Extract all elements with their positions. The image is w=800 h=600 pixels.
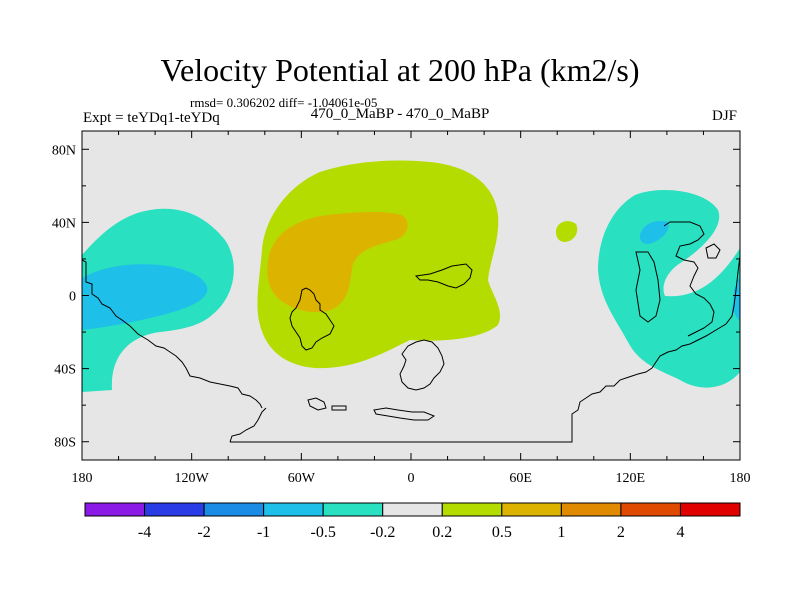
contour-neg-east xyxy=(598,190,740,388)
coastline-africa-south xyxy=(399,339,445,391)
y-tick-label-1: 40N xyxy=(52,216,76,231)
x-tick-label-5: 120E xyxy=(616,471,646,486)
colorbar-swatch-2 xyxy=(203,502,265,517)
x-tick-label-0: 180 xyxy=(72,471,93,486)
coastline-island-1 xyxy=(307,397,327,411)
colorbar-label-0: -4 xyxy=(138,524,151,541)
contour-pos-core xyxy=(267,212,408,313)
coastline-east-isle xyxy=(705,243,721,259)
colorbar-swatch-8 xyxy=(560,502,622,517)
colorbar-label-4: -0.2 xyxy=(370,524,395,541)
colorbar-swatch-4 xyxy=(322,502,384,517)
colorbar-label-2: -1 xyxy=(257,524,270,541)
colorbar: -4 -2 -1 -0.5 -0.2 0.2 0.5 1 2 4 xyxy=(84,502,741,541)
coastline-africa-north xyxy=(414,263,473,289)
colorbar-swatch-1 xyxy=(144,502,205,517)
x-tick-label-3: 0 xyxy=(408,471,415,486)
coastlines xyxy=(82,221,740,443)
y-tick-label-4: 80S xyxy=(54,436,76,451)
colorbar-label-9: 4 xyxy=(676,524,684,541)
x-tick-label-6: 180 xyxy=(730,471,751,486)
coastline-island-3 xyxy=(373,407,436,421)
colorbar-label-6: 0.5 xyxy=(492,524,512,541)
x-tick-label-1: 120W xyxy=(175,471,210,486)
y-tick-label-2: 0 xyxy=(69,290,76,305)
colorbar-label-8: 2 xyxy=(617,524,625,541)
axes: 180 120W 60W 0 60E 120E 180 80N 40N 0 40S 80S xyxy=(52,131,751,486)
stats-label: rmsd= 0.306202 diff= -1.04061e-05 xyxy=(190,95,378,110)
run-label: 470_0_MaBP - 470_0_MaBP xyxy=(310,106,490,122)
coastline-east-land xyxy=(635,251,661,323)
contour-pos-small xyxy=(556,221,578,242)
contour-neg-west-core xyxy=(82,264,208,330)
x-tick-label-4: 60E xyxy=(509,471,532,486)
colorbar-swatch-9 xyxy=(620,502,681,517)
contour-neg-east-edge-core xyxy=(732,275,740,322)
x-tick-label-2: 60W xyxy=(288,471,316,486)
coastline-southamerica xyxy=(289,287,335,351)
y-tick-label-0: 80N xyxy=(52,143,76,158)
experiment-label: Expt = teYDq1-teYDq xyxy=(83,110,220,126)
chart-title: Velocity Potential at 200 hPa (km2/s) xyxy=(160,52,640,88)
colorbar-label-1: -2 xyxy=(197,524,210,541)
contour-fills xyxy=(82,160,740,392)
coastline-island-2 xyxy=(331,405,347,411)
y-tick-label-3: 40S xyxy=(54,363,76,378)
coastline-southern xyxy=(229,407,267,443)
colorbar-swatch-5 xyxy=(382,502,443,517)
colorbar-swatch-10 xyxy=(679,502,741,517)
colorbar-swatch-0 xyxy=(84,502,146,517)
colorbar-label-7: 1 xyxy=(557,524,565,541)
colorbar-swatch-7 xyxy=(501,502,562,517)
contour-neg-east-core xyxy=(639,220,669,244)
colorbar-label-5: 0.2 xyxy=(432,524,452,541)
coastline-west xyxy=(82,259,263,409)
colorbar-swatch-3 xyxy=(263,502,324,517)
contour-pos-main xyxy=(257,160,501,369)
coastline-east-coast xyxy=(663,221,715,337)
season-label: DJF xyxy=(712,108,738,124)
colorbar-swatch-6 xyxy=(441,502,503,517)
colorbar-label-3: -0.5 xyxy=(311,524,336,541)
coastline-antarctic xyxy=(230,255,740,443)
